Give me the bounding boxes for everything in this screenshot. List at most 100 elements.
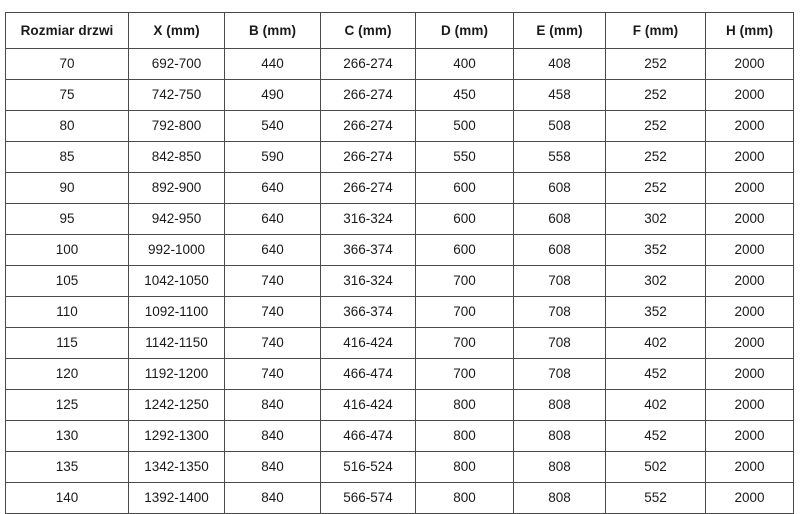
cell-size: 95: [5, 203, 129, 235]
cell-f: 352: [605, 296, 706, 328]
cell-b: 640: [224, 172, 321, 204]
cell-f: 402: [605, 389, 706, 421]
cell-f: 552: [605, 482, 706, 514]
cell-f: 352: [605, 234, 706, 266]
table-body: 70 692-700 440 266-274 400 408 252 2000 75 742-75…: [5, 48, 794, 514]
cell-b: 740: [224, 327, 321, 359]
column-header-b: B (mm): [224, 12, 321, 49]
cell-c: 466-474: [320, 420, 416, 452]
table-row: 75 742-750 490 266-274 450 458 252 2000: [5, 79, 794, 111]
cell-h: 2000: [705, 482, 794, 514]
table-row: 85 842-850 590 266-274 550 558 252 2000: [5, 141, 794, 173]
table-row: 105 1042-1050 740 316-324 700 708 302 2000: [5, 265, 794, 297]
cell-size: 70: [5, 48, 129, 80]
table-row: 125 1242-1250 840 416-424 800 808 402 2000: [5, 389, 794, 421]
cell-x: 992-1000: [128, 234, 225, 266]
table-row: 115 1142-1150 740 416-424 700 708 402 2000: [5, 327, 794, 359]
cell-b: 840: [224, 420, 321, 452]
cell-c: 266-274: [320, 172, 416, 204]
cell-b: 840: [224, 389, 321, 421]
cell-e: 808: [513, 389, 606, 421]
cell-b: 440: [224, 48, 321, 80]
cell-d: 800: [415, 451, 514, 483]
cell-b: 740: [224, 358, 321, 390]
cell-b: 840: [224, 482, 321, 514]
cell-size: 85: [5, 141, 129, 173]
cell-c: 266-274: [320, 110, 416, 142]
cell-x: 692-700: [128, 48, 225, 80]
cell-d: 700: [415, 327, 514, 359]
cell-e: 608: [513, 172, 606, 204]
cell-c: 566-574: [320, 482, 416, 514]
cell-c: 416-424: [320, 327, 416, 359]
cell-d: 800: [415, 389, 514, 421]
cell-x: 842-850: [128, 141, 225, 173]
cell-x: 1392-1400: [128, 482, 225, 514]
cell-c: 366-374: [320, 234, 416, 266]
cell-c: 366-374: [320, 296, 416, 328]
cell-f: 252: [605, 79, 706, 111]
cell-x: 1142-1150: [128, 327, 225, 359]
table-row: 130 1292-1300 840 466-474 800 808 452 2000: [5, 420, 794, 452]
cell-x: 1192-1200: [128, 358, 225, 390]
table-header: Rozmiar drzwi X (mm) B (mm) C (mm) D (mm…: [5, 12, 794, 49]
cell-b: 740: [224, 296, 321, 328]
cell-d: 700: [415, 296, 514, 328]
cell-x: 942-950: [128, 203, 225, 235]
cell-size: 100: [5, 234, 129, 266]
cell-x: 1092-1100: [128, 296, 225, 328]
cell-h: 2000: [705, 234, 794, 266]
column-header-f: F (mm): [605, 12, 706, 49]
cell-h: 2000: [705, 327, 794, 359]
cell-x: 742-750: [128, 79, 225, 111]
cell-size: 105: [5, 265, 129, 297]
cell-c: 516-524: [320, 451, 416, 483]
cell-e: 608: [513, 203, 606, 235]
cell-size: 135: [5, 451, 129, 483]
cell-f: 252: [605, 141, 706, 173]
cell-f: 252: [605, 110, 706, 142]
cell-f: 452: [605, 358, 706, 390]
cell-d: 700: [415, 358, 514, 390]
cell-e: 808: [513, 451, 606, 483]
cell-h: 2000: [705, 79, 794, 111]
cell-size: 115: [5, 327, 129, 359]
cell-d: 450: [415, 79, 514, 111]
table-row: 95 942-950 640 316-324 600 608 302 2000: [5, 203, 794, 235]
cell-size: 120: [5, 358, 129, 390]
cell-d: 500: [415, 110, 514, 142]
cell-d: 600: [415, 234, 514, 266]
cell-h: 2000: [705, 389, 794, 421]
cell-e: 708: [513, 358, 606, 390]
cell-c: 466-474: [320, 358, 416, 390]
cell-size: 125: [5, 389, 129, 421]
cell-b: 640: [224, 234, 321, 266]
cell-size: 140: [5, 482, 129, 514]
cell-b: 840: [224, 451, 321, 483]
cell-f: 302: [605, 265, 706, 297]
table-row: 110 1092-1100 740 366-374 700 708 352 2000: [5, 296, 794, 328]
cell-x: 792-800: [128, 110, 225, 142]
cell-d: 550: [415, 141, 514, 173]
cell-d: 600: [415, 203, 514, 235]
cell-c: 266-274: [320, 141, 416, 173]
cell-x: 1292-1300: [128, 420, 225, 452]
cell-h: 2000: [705, 203, 794, 235]
cell-f: 252: [605, 48, 706, 80]
cell-c: 416-424: [320, 389, 416, 421]
table-row: 120 1192-1200 740 466-474 700 708 452 2000: [5, 358, 794, 390]
cell-f: 502: [605, 451, 706, 483]
column-header-c: C (mm): [320, 12, 416, 49]
cell-h: 2000: [705, 358, 794, 390]
cell-d: 700: [415, 265, 514, 297]
cell-x: 1042-1050: [128, 265, 225, 297]
table-row: 90 892-900 640 266-274 600 608 252 2000: [5, 172, 794, 204]
cell-b: 740: [224, 265, 321, 297]
cell-e: 708: [513, 265, 606, 297]
cell-f: 302: [605, 203, 706, 235]
cell-x: 1242-1250: [128, 389, 225, 421]
cell-x: 892-900: [128, 172, 225, 204]
cell-size: 130: [5, 420, 129, 452]
cell-f: 402: [605, 327, 706, 359]
column-header-h: H (mm): [705, 12, 794, 49]
